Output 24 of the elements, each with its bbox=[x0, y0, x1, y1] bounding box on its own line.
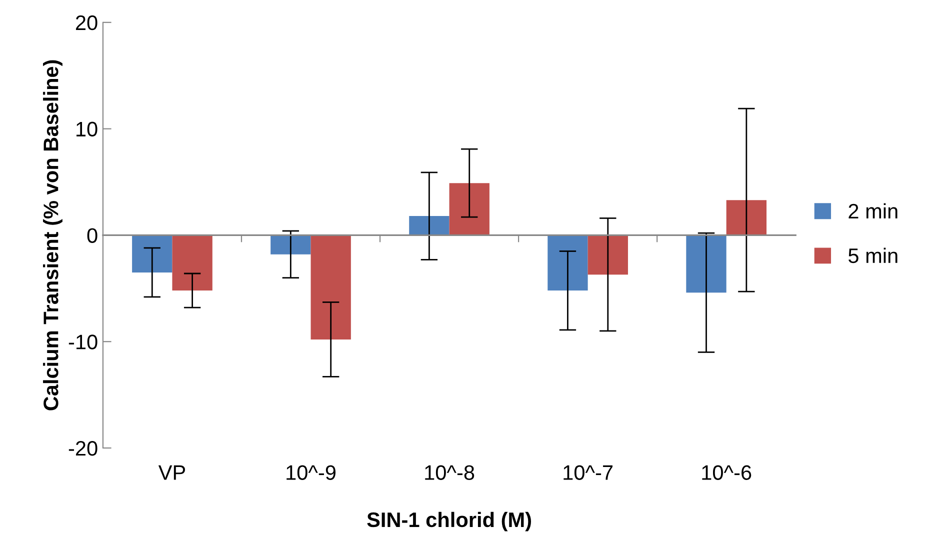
bar bbox=[310, 235, 351, 340]
y-axis-title: Calcium Transient (% von Baseline) bbox=[43, 60, 62, 410]
bar bbox=[548, 235, 588, 291]
x-tick-label: VP bbox=[158, 465, 186, 480]
bar bbox=[172, 235, 212, 291]
y-tick-label: 0 bbox=[87, 228, 98, 243]
bar bbox=[132, 235, 172, 272]
bar bbox=[726, 200, 767, 236]
y-tick-label: -10 bbox=[68, 334, 98, 350]
x-tick-label: 10^-6 bbox=[702, 465, 752, 480]
y-tick-label: 10 bbox=[76, 122, 98, 137]
legend-label: 5 min bbox=[848, 248, 898, 264]
legend-label: 2 min bbox=[848, 203, 898, 218]
x-tick-label: 10^-9 bbox=[286, 465, 336, 480]
bar bbox=[270, 235, 311, 254]
y-tick-label: 20 bbox=[76, 15, 98, 30]
bar bbox=[588, 235, 628, 275]
x-tick-label: 10^-8 bbox=[425, 465, 474, 480]
y-tick-label: -20 bbox=[68, 441, 98, 456]
x-axis-title: SIN-1 chlorid (M) bbox=[367, 512, 531, 532]
bar bbox=[449, 183, 490, 236]
bar bbox=[686, 235, 726, 293]
x-tick-label: 10^-7 bbox=[564, 465, 612, 480]
bar bbox=[409, 216, 450, 236]
